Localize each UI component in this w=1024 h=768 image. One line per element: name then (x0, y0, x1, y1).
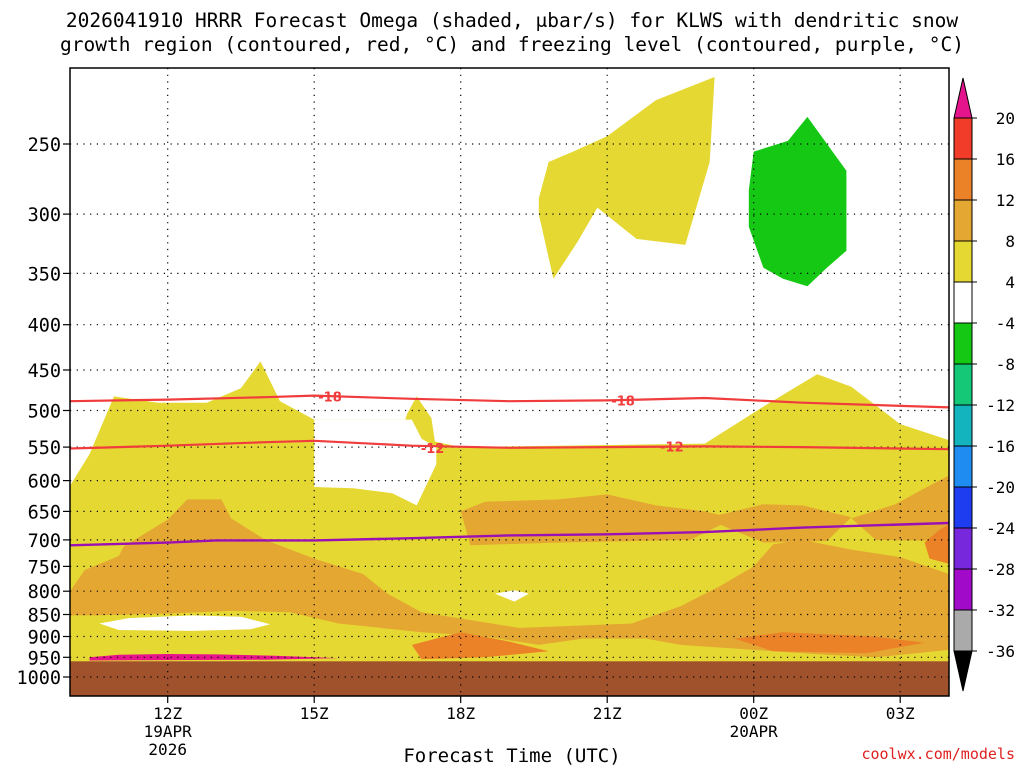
colorbar-band-7 (953, 404, 973, 447)
colorbar-label-4: 4 (1005, 273, 1015, 292)
omega-region-13 (89, 654, 339, 661)
colorbar-label-7: -12 (986, 396, 1015, 415)
x-tick-label-12-2: 2026 (148, 740, 187, 759)
colorbar-label-1: 16 (996, 150, 1015, 169)
colorbar-band-1 (953, 158, 973, 201)
contour-label-0-1: -18 (611, 394, 635, 409)
omega-region-5 (704, 504, 852, 543)
colorbar-band-11 (953, 568, 973, 611)
ground-layer (70, 661, 949, 696)
grid-lines (70, 68, 949, 696)
y-tick-label-750: 750 (28, 557, 61, 578)
colorbar-band-3 (953, 240, 973, 283)
omega-region-3 (70, 499, 949, 658)
x-axis-title: Forecast Time (UTC) (403, 745, 621, 767)
omega-region-9 (924, 524, 949, 564)
colorbar-arrow-top (953, 77, 973, 119)
y-tick-label-1000: 1000 (16, 668, 61, 689)
omega-region-10 (99, 615, 271, 631)
chart-title-line-1: 2026041910 HRRR Forecast Omega (shaded, … (65, 9, 959, 32)
colorbar-label-6: -8 (996, 355, 1015, 374)
colorbar-band-4 (953, 281, 973, 324)
x-tick-label-24-0: 00Z (739, 704, 768, 723)
x-tick-label-12-0: 12Z (153, 704, 182, 723)
colorbar-band-6 (953, 363, 973, 406)
y-tick-label-500: 500 (28, 402, 61, 423)
y-tick-label-650: 650 (28, 502, 61, 523)
y-tick-label-900: 900 (28, 628, 61, 649)
omega-region-7 (411, 632, 549, 660)
y-tick-label-450: 450 (28, 361, 61, 382)
colorbar-band-9 (953, 486, 973, 529)
colorbar-label-12: -32 (986, 601, 1015, 620)
colorbar-band-10 (953, 527, 973, 570)
colorbar-band-0 (953, 117, 973, 160)
x-tick-label-12-1: 19APR (144, 722, 193, 741)
ground-fill (70, 661, 949, 696)
y-tick-label-300: 300 (28, 205, 61, 226)
colorbar-band-2 (953, 199, 973, 242)
y-tick-label-800: 800 (28, 582, 61, 603)
y-tick-label-250: 250 (28, 135, 61, 156)
contour-2 (70, 521, 949, 547)
colorbar: 20 16 12 8 4 -4 -8 -12 -16 -20 -24 -28 -32 -36 (953, 77, 1015, 692)
plot-frame (69, 67, 950, 697)
x-tick-label-21-0: 21Z (593, 704, 622, 723)
contour-0 (70, 394, 949, 409)
y-tick-label-350: 350 (28, 264, 61, 285)
colorbar-label-3: 8 (1005, 232, 1015, 251)
colorbar-band-12 (953, 609, 973, 652)
y-tick-label-600: 600 (28, 472, 61, 493)
colorbar-label-8: -16 (986, 437, 1015, 456)
x-tick-label-27-0: 03Z (886, 704, 915, 723)
contour-label-1-1: -12 (660, 440, 684, 455)
colorbar-label-9: -20 (986, 478, 1015, 497)
chart-title-line-2: growth region (contoured, red, °C) and f… (60, 33, 964, 56)
x-tick-label-24-1: 20APR (730, 722, 779, 741)
y-axis: 2503003504004505005506006507007508008509… (16, 135, 70, 689)
colorbar-label-5: -4 (996, 314, 1015, 333)
contour-1 (70, 439, 949, 451)
y-tick-label-400: 400 (28, 316, 61, 337)
y-tick-label-700: 700 (28, 531, 61, 552)
omega-region-11 (314, 419, 437, 506)
colorbar-label-13: -36 (986, 642, 1015, 661)
colorbar-label-11: -28 (986, 560, 1015, 579)
colorbar-band-8 (953, 445, 973, 488)
colorbar-label-2: 12 (996, 191, 1015, 210)
contour-labels: -18 -18 -12 -12 (318, 390, 684, 457)
y-tick-label-550: 550 (28, 438, 61, 459)
omega-region-2 (538, 77, 715, 279)
x-tick-label-18-0: 18Z (446, 704, 475, 723)
omega-region-8 (734, 632, 925, 654)
y-tick-label-850: 850 (28, 606, 61, 627)
colorbar-band-5 (953, 322, 973, 365)
omega-region-14 (748, 116, 847, 287)
contour-label-0-0: -18 (318, 390, 342, 405)
omega-region-12 (494, 590, 529, 602)
colorbar-label-0: 20 (996, 109, 1015, 128)
colorbar-arrow-bottom (953, 650, 973, 692)
contour-label-1-0: -12 (421, 442, 445, 457)
x-tick-label-15-0: 15Z (300, 704, 329, 723)
omega-shaded-regions (70, 77, 949, 663)
colorbar-label-10: -24 (986, 519, 1015, 538)
contour-lines (70, 394, 949, 547)
y-tick-label-950: 950 (28, 648, 61, 669)
site-credit: coolwx.com/models (861, 745, 1015, 763)
